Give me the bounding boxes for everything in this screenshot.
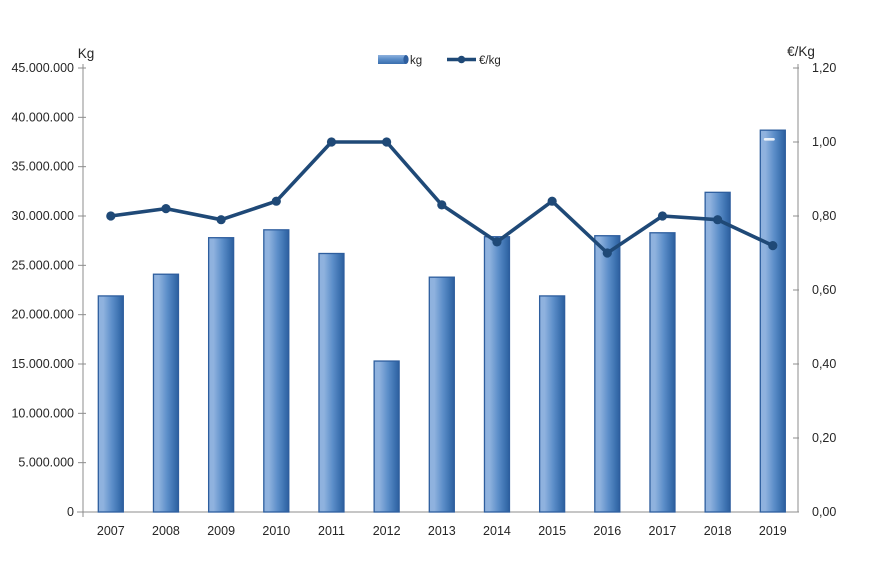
x-tick-label: 2017 bbox=[649, 524, 677, 538]
x-tick-label: 2015 bbox=[538, 524, 566, 538]
marker-2018 bbox=[713, 215, 723, 225]
x-tick-label: 2014 bbox=[483, 524, 511, 538]
marker-2010 bbox=[271, 196, 281, 206]
bar-2011 bbox=[318, 252, 345, 513]
left-axis-title: Kg bbox=[78, 46, 95, 61]
legend-label-kg: kg bbox=[410, 55, 422, 67]
legend-line-marker-icon bbox=[457, 55, 466, 64]
x-tick-label: 2010 bbox=[262, 524, 290, 538]
line-series-eur-per-kg bbox=[106, 137, 778, 258]
legend-bar-cap-icon bbox=[403, 55, 409, 64]
y-right-tick-label: 0,80 bbox=[812, 209, 836, 223]
bar-2010 bbox=[263, 229, 290, 513]
marker-2008 bbox=[161, 204, 171, 214]
bar-2014 bbox=[483, 236, 511, 513]
x-tick-label: 2012 bbox=[373, 524, 401, 538]
legend-label-eur-per-kg: €/kg bbox=[479, 55, 501, 67]
bar-2015 bbox=[538, 295, 566, 513]
bar-2009 bbox=[207, 237, 235, 513]
marker-2013 bbox=[437, 200, 447, 210]
marker-2011 bbox=[326, 137, 337, 147]
marker-2012 bbox=[382, 137, 392, 147]
legend: kg €/kg bbox=[378, 55, 501, 67]
right-axis-title: €/Kg bbox=[787, 44, 815, 59]
marker-2009 bbox=[216, 215, 226, 225]
bar-series-kg bbox=[97, 129, 786, 513]
bar-2016 bbox=[594, 235, 621, 513]
y-right-tick-label: 0,60 bbox=[812, 283, 836, 297]
y-left-tick-label: 10.000.000 bbox=[11, 406, 74, 420]
y-left-tick-label: 20.000.000 bbox=[11, 308, 74, 322]
y-right-tick-label: 0,00 bbox=[812, 505, 836, 519]
bar-highlight-mark bbox=[763, 138, 775, 141]
y-right-tick-label: 0,20 bbox=[812, 431, 836, 445]
bar-2017 bbox=[649, 232, 676, 513]
marker-2017 bbox=[657, 211, 668, 221]
y-left-tick-label: 35.000.000 bbox=[11, 160, 74, 174]
x-tick-label: 2007 bbox=[97, 524, 125, 538]
y-right-tick-label: 1,00 bbox=[812, 135, 836, 149]
y-left-tick-label: 45.000.000 bbox=[11, 61, 74, 75]
x-tick-label: 2009 bbox=[207, 524, 235, 538]
legend-bar-swatch-icon bbox=[378, 55, 406, 64]
x-tick-label: 2019 bbox=[759, 524, 787, 538]
bar-2008 bbox=[152, 273, 180, 513]
y-left-tick-label: 25.000.000 bbox=[11, 258, 74, 272]
marker-2019 bbox=[768, 241, 778, 251]
marker-2016 bbox=[602, 248, 612, 258]
y-left-tick-label: 30.000.000 bbox=[11, 209, 74, 223]
bar-2013 bbox=[428, 276, 455, 513]
marker-2007 bbox=[106, 211, 116, 221]
y-left-tick-label: 15.000.000 bbox=[11, 357, 74, 371]
y-right-tick-label: 1,20 bbox=[812, 61, 836, 75]
y-left-tick-label: 0 bbox=[67, 505, 74, 519]
bar-2019 bbox=[759, 129, 786, 513]
marker-2015 bbox=[547, 196, 557, 206]
y-right-tick-label: 0,40 bbox=[812, 357, 836, 371]
bar-2018 bbox=[704, 191, 731, 513]
x-tick-label: 2011 bbox=[318, 524, 345, 538]
x-tick-label: 2016 bbox=[593, 524, 621, 538]
bar-2012 bbox=[373, 360, 400, 513]
bar-2007 bbox=[97, 295, 124, 513]
marker-2014 bbox=[492, 237, 502, 247]
x-tick-label: 2018 bbox=[704, 524, 732, 538]
y-left-tick-label: 40.000.000 bbox=[11, 110, 74, 124]
x-tick-label: 2013 bbox=[428, 524, 456, 538]
y-left-tick-label: 5.000.000 bbox=[18, 456, 74, 470]
x-tick-label: 2008 bbox=[152, 524, 180, 538]
